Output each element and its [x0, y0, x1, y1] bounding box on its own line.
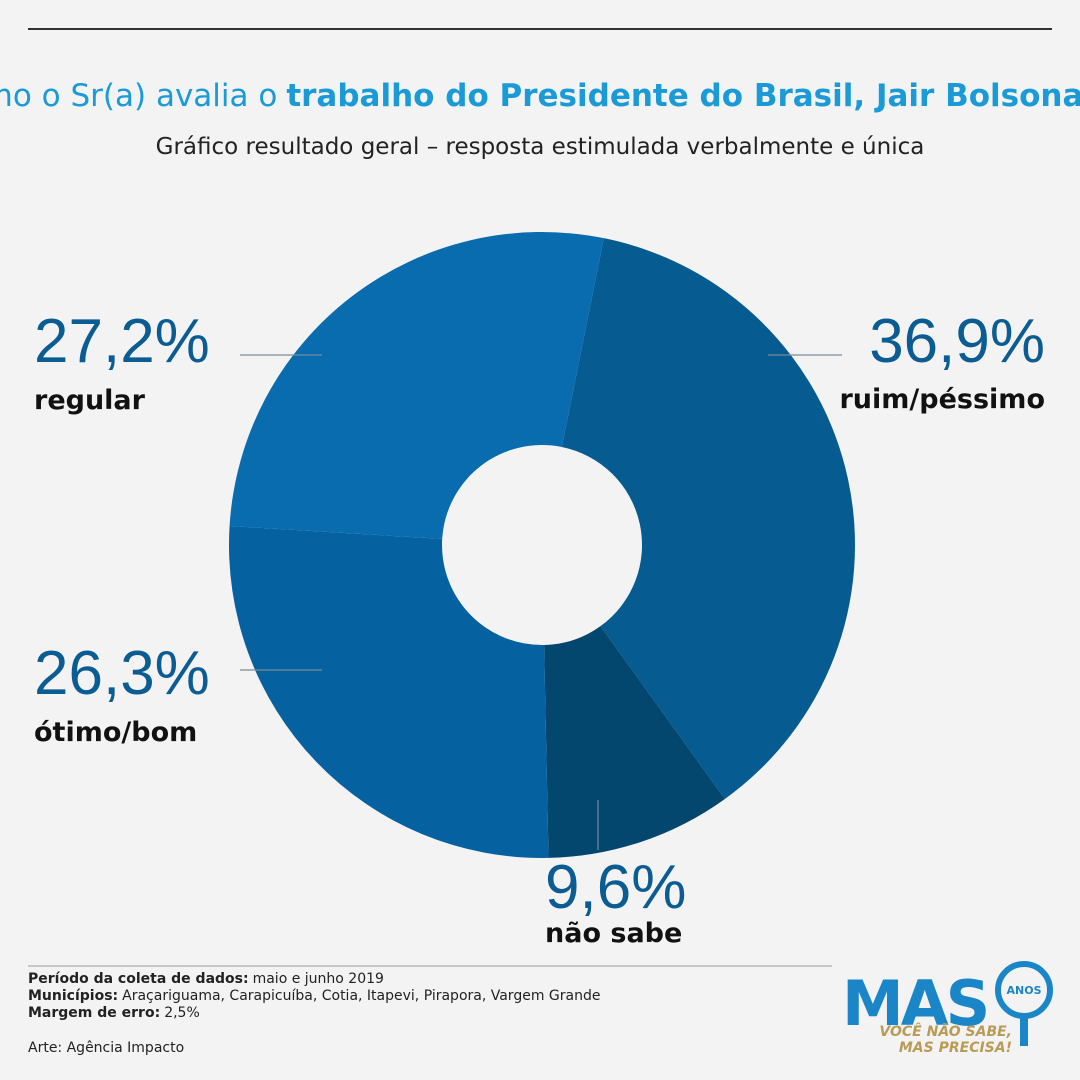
credit: Arte: Agência Impacto — [28, 1040, 184, 1056]
value-label: 9,6% — [545, 853, 686, 922]
footer: Período da coleta de dados: maio e junho … — [28, 971, 600, 1021]
chart-subtitle: Gráfico resultado geral – resposta estim… — [156, 134, 925, 160]
category-label: ótimo/bom — [34, 717, 197, 748]
category-label: não sabe — [545, 918, 682, 949]
footer-item: Período da coleta de dados: maio e junho … — [28, 971, 384, 987]
footer-label: Período da coleta de dados: — [28, 971, 249, 987]
category-label: regular — [34, 385, 146, 416]
footer-item: Municípios: Araçariguama, Carapicuíba, Co… — [28, 988, 600, 1004]
title-bold: trabalho do Presidente do Brasil, Jair B… — [286, 78, 1080, 114]
title-regular: Como o Sr(a) avalia o — [0, 78, 277, 114]
logo-tagline: MAS PRECISA! — [899, 1040, 1012, 1056]
donut-slice — [228, 526, 549, 858]
footer-value: Araçariguama, Carapicuíba, Cotia, Itapev… — [122, 988, 600, 1004]
value-label: 36,9% — [869, 307, 1045, 376]
logo-badge: ANOS — [1007, 984, 1042, 997]
logo: MAS ANOS VOCÊ NÃO SABE, MAS PRECISA! — [842, 961, 1053, 1056]
footer-value: 2,5% — [164, 1005, 200, 1021]
logo-name: MAS — [842, 967, 987, 1040]
donut — [228, 232, 855, 858]
logo-handle — [1020, 1014, 1028, 1046]
donut-slice — [544, 626, 725, 858]
category-label: ruim/péssimo — [839, 384, 1045, 415]
value-label: 26,3% — [34, 639, 210, 708]
logo-tagline: VOCÊ NÃO SABE, — [879, 1023, 1012, 1040]
donut-slice — [229, 232, 604, 539]
labels: 36,9% ruim/péssimo 9,6%não sabe 26,3% ótimo/… — [34, 307, 1045, 949]
footer-label: Municípios: — [28, 988, 118, 1004]
donut-slice — [561, 238, 855, 799]
value-label: 27,2% — [34, 307, 210, 376]
footer-item: Margem de erro: 2,5% — [28, 1005, 200, 1021]
footer-label: Margem de erro: — [28, 1005, 160, 1021]
footer-value: maio e junho 2019 — [253, 971, 384, 987]
